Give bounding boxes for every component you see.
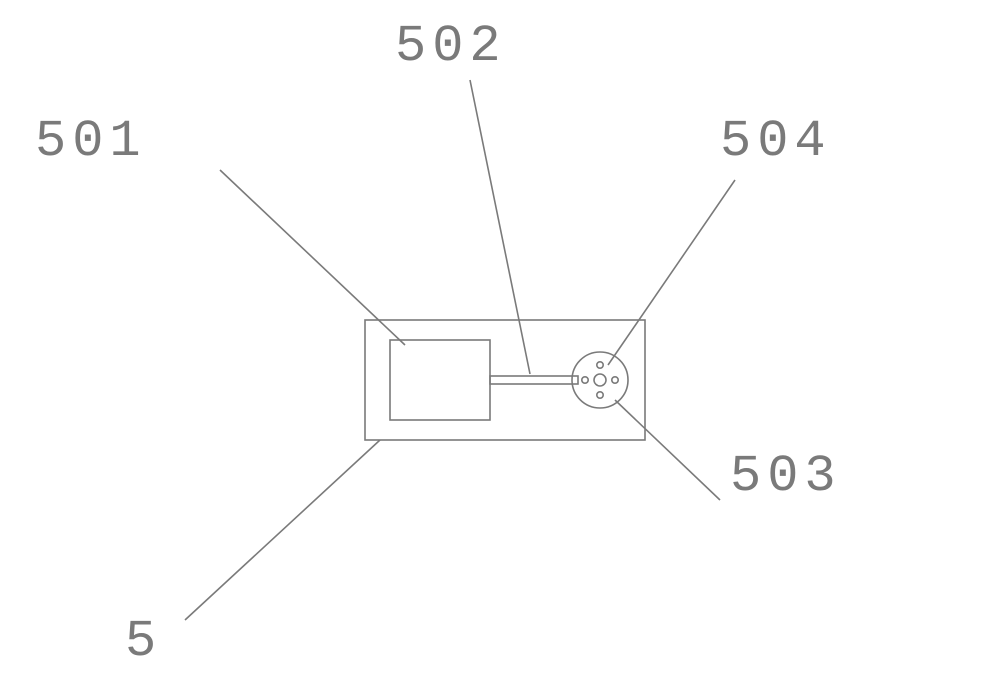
device-hub-hole-right: [612, 377, 618, 383]
label-504: 504: [720, 112, 832, 171]
device-hub-center-hole: [594, 374, 606, 386]
label-5: 5: [125, 612, 162, 671]
leader-5: [185, 440, 380, 620]
label-503: 503: [730, 447, 842, 506]
device-inner-block: [390, 340, 490, 420]
leader-504: [608, 180, 735, 365]
device-hub: [572, 352, 628, 408]
device-hub-hole-top: [597, 362, 603, 368]
device-outer-rect: [365, 320, 645, 440]
device-hub-hole-left: [582, 377, 588, 383]
leader-502: [470, 80, 530, 374]
device-hub-hole-bottom: [597, 392, 603, 398]
leader-501: [220, 170, 405, 345]
device-connector-bar: [490, 376, 578, 384]
diagram-canvas: 502 501 504 503 5: [0, 0, 1000, 700]
label-501: 501: [35, 112, 147, 171]
leader-503: [615, 400, 720, 500]
label-502: 502: [395, 17, 507, 76]
